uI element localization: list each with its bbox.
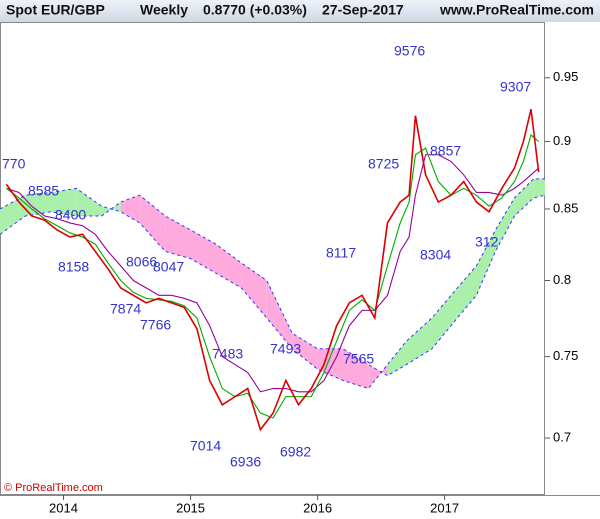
annotation: 9576 bbox=[394, 43, 425, 59]
annotation: 8304 bbox=[420, 247, 451, 263]
plot bbox=[0, 109, 545, 432]
price-line bbox=[5, 109, 540, 432]
y-tick-label: 0.95 bbox=[553, 69, 578, 84]
cloud-segment bbox=[266, 280, 293, 349]
annotation: 7565 bbox=[343, 351, 374, 367]
annotation: 8725 bbox=[368, 156, 399, 172]
cloud-segment bbox=[406, 317, 432, 365]
price-line bbox=[6, 134, 540, 419]
cloud-segment bbox=[215, 244, 242, 288]
cloud-segment bbox=[25, 192, 51, 216]
header-site: www.ProRealTime.com bbox=[439, 2, 594, 18]
cloud-segment bbox=[457, 265, 477, 318]
cloud-segment bbox=[120, 195, 140, 223]
y-tick-label: 0.85 bbox=[553, 200, 578, 215]
annotation: 8066 bbox=[126, 254, 157, 270]
annotation: 8047 bbox=[153, 259, 184, 275]
cloud-segment bbox=[476, 229, 496, 296]
copyright: © ProRealTime.com bbox=[4, 482, 103, 494]
x-tick-label: 2017 bbox=[430, 500, 459, 515]
cloud-segment bbox=[431, 287, 458, 349]
cloud-segment bbox=[50, 188, 77, 216]
header-title: Spot EUR/GBP bbox=[6, 2, 105, 18]
cloud-segment bbox=[241, 262, 267, 318]
annotation: 8158 bbox=[58, 259, 89, 275]
annotation: 6936 bbox=[230, 454, 261, 470]
annotation: 770 bbox=[2, 156, 26, 172]
annotation: 8585 bbox=[28, 183, 59, 199]
annotation: 8117 bbox=[326, 245, 356, 261]
y-tick-label: 0.9 bbox=[553, 133, 571, 148]
y-tick-label: 0.8 bbox=[553, 272, 571, 287]
cloud-segment bbox=[139, 195, 166, 252]
cloud-segment bbox=[533, 178, 545, 198]
header-period: Weekly bbox=[140, 2, 188, 18]
annotation: 7874 bbox=[110, 301, 141, 317]
x-tick-label: 2014 bbox=[49, 500, 78, 515]
y-tick-label: 0.75 bbox=[553, 348, 578, 363]
annotation: 7483 bbox=[212, 346, 243, 362]
x-tick-label: 2015 bbox=[176, 500, 205, 515]
annotation: 7014 bbox=[190, 438, 221, 454]
annotation: 8400 bbox=[55, 207, 86, 223]
annotation: 7493 bbox=[270, 341, 301, 357]
x-tick-label: 2016 bbox=[303, 500, 332, 515]
annotation: 312 bbox=[475, 234, 499, 250]
annotation: 6982 bbox=[280, 444, 311, 460]
annotation: 9307 bbox=[500, 79, 531, 95]
cloud-segment bbox=[495, 197, 515, 252]
header-bar bbox=[0, 0, 600, 22]
cloud-span-b bbox=[0, 194, 545, 377]
annotation: 7766 bbox=[140, 317, 171, 333]
cloud-span-a bbox=[0, 178, 545, 390]
header-price: 0.8770 (+0.03%) bbox=[203, 2, 307, 18]
cloud-segment bbox=[76, 188, 102, 216]
cloud-segment bbox=[514, 178, 534, 216]
y-tick-label: 0.7 bbox=[553, 429, 571, 444]
header-date: 27-Sep-2017 bbox=[322, 2, 404, 18]
price-line bbox=[6, 154, 540, 393]
cloud-segment bbox=[0, 195, 26, 235]
plot-area bbox=[0, 22, 545, 495]
cloud-segment bbox=[343, 348, 369, 389]
annotation: 8857 bbox=[430, 143, 461, 159]
cloud-segment bbox=[292, 333, 318, 370]
